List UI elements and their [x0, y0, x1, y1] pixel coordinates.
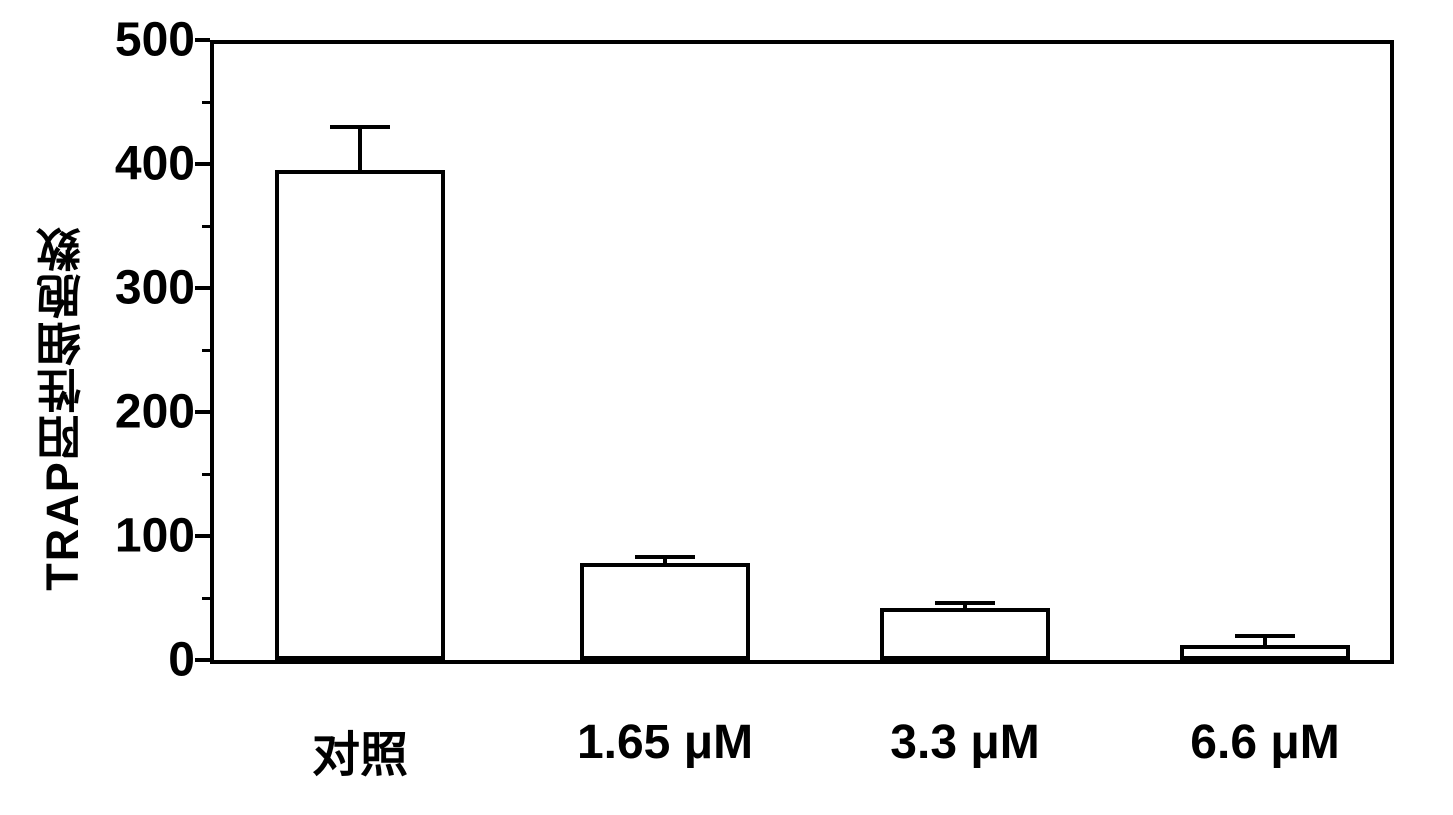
- error-bar: [358, 127, 362, 172]
- y-tick: [195, 38, 210, 42]
- error-bar-cap: [330, 125, 390, 129]
- x-tick-label: 1.65 μM: [577, 715, 753, 770]
- y-tick: [195, 286, 210, 290]
- y-tick-label: 200: [115, 385, 195, 440]
- y-tick-minor: [202, 473, 210, 476]
- error-bar-cap: [635, 555, 695, 559]
- error-bar-cap: [935, 601, 995, 605]
- y-tick-minor: [202, 101, 210, 104]
- y-tick-minor: [202, 597, 210, 600]
- x-tick-label: 6.6 μM: [1190, 715, 1339, 770]
- y-tick: [195, 534, 210, 538]
- bar: [275, 170, 445, 660]
- x-axis: [210, 660, 1394, 664]
- bar: [580, 563, 750, 660]
- bar: [1180, 645, 1350, 660]
- y-tick-minor: [202, 225, 210, 228]
- y-axis-label: TRAP阳性细胞数: [30, 225, 95, 591]
- bar: [880, 608, 1050, 660]
- x-tick-label: 对照: [312, 715, 408, 785]
- x-tick-label: 3.3 μM: [890, 715, 1039, 770]
- y-tick-label: 0: [168, 633, 195, 688]
- y-tick: [195, 410, 210, 414]
- y-tick: [195, 658, 210, 662]
- y-tick-label: 300: [115, 261, 195, 316]
- y-tick-label: 100: [115, 509, 195, 564]
- chart-container: TRAP阳性细胞数 0 100 200 300 400 500 对照 1.65 μM 3.3 …: [0, 0, 1453, 815]
- y-tick-label: 400: [115, 137, 195, 192]
- y-tick: [195, 162, 210, 166]
- error-bar-cap: [1235, 634, 1295, 638]
- y-tick-label: 500: [115, 13, 195, 68]
- y-tick-minor: [202, 349, 210, 352]
- y-axis: [210, 40, 214, 664]
